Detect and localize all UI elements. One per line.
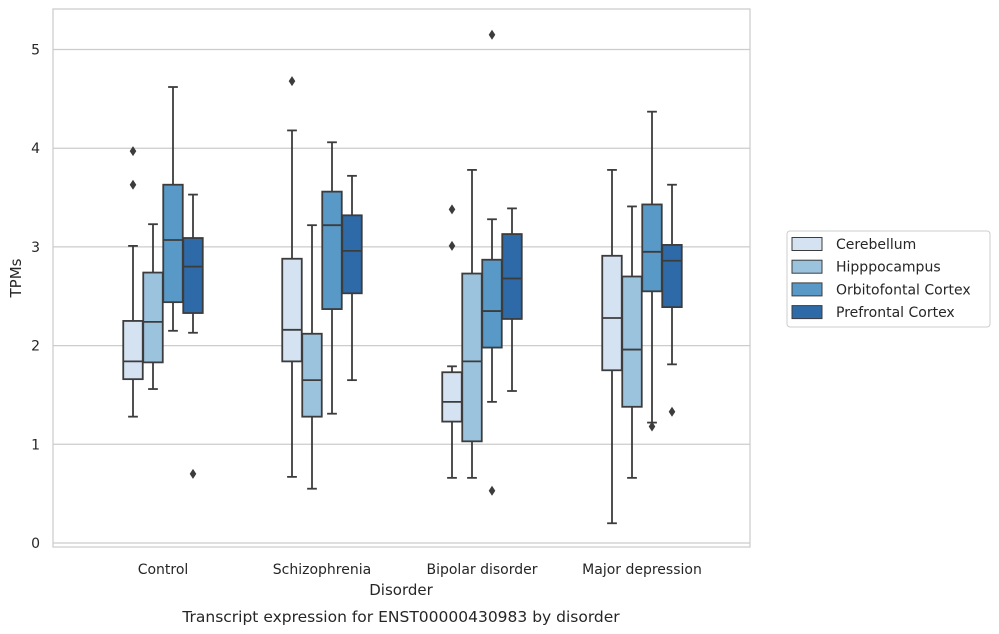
x-tick-label-1: Schizophrenia	[273, 562, 371, 578]
x-tick-labels: Control Schizophrenia Bipolar disorder Majo…	[138, 562, 702, 578]
box-body	[122, 320, 144, 381]
y-tick-labels: 0 1 2 3 4 5	[31, 43, 40, 553]
y-tick-label-3: 3	[31, 240, 40, 256]
box-body	[621, 275, 643, 408]
legend-label-1: Hipppocampus	[836, 260, 941, 276]
box-plots	[122, 29, 683, 525]
box-3-3	[661, 183, 683, 417]
box-body	[162, 183, 184, 304]
box-2-0	[441, 204, 463, 479]
chart-caption: Transcript expression for ENST0000043098…	[181, 608, 620, 626]
box-2-1	[461, 169, 483, 479]
box-0-0	[122, 146, 144, 418]
box-0-3	[182, 193, 204, 479]
box-body	[441, 371, 463, 423]
box-3-2	[641, 110, 663, 432]
legend-frame	[786, 230, 991, 328]
outlier-0	[488, 485, 496, 496]
y-tick-label-0: 0	[31, 536, 40, 552]
legend-swatch-1	[791, 259, 823, 274]
legend-swatch-3	[791, 305, 823, 320]
y-tick-label-4: 4	[31, 141, 40, 157]
legend-label-3: Prefrontal Cortex	[836, 305, 955, 321]
box-body	[661, 244, 683, 309]
y-tick-label-1: 1	[31, 437, 40, 453]
box-1-0	[281, 76, 303, 478]
box-body	[281, 257, 303, 363]
legend: Cerebellum Hipppocampus Orbitofontal Corte…	[786, 230, 991, 328]
x-tick-label-3: Major depression	[582, 562, 702, 578]
x-axis-label: Disorder	[369, 581, 433, 599]
legend-label-2: Orbitofontal Cortex	[836, 282, 971, 298]
box-1-3	[341, 174, 363, 382]
outlier-0	[668, 406, 676, 417]
box-2-2	[481, 29, 503, 496]
x-tick-label-2: Bipolar disorder	[426, 562, 537, 578]
box-0-1	[142, 223, 164, 390]
box-body	[601, 254, 623, 372]
plot-frame	[52, 8, 751, 548]
outlier-1	[488, 29, 496, 40]
outlier-0	[648, 421, 656, 432]
box-body	[341, 214, 363, 295]
outlier-0	[189, 468, 197, 479]
box-body	[142, 271, 164, 364]
box-2-3	[501, 207, 523, 392]
box-body	[641, 203, 663, 293]
legend-label-0: Cerebellum	[836, 237, 916, 253]
box-body	[501, 233, 523, 320]
box-body	[321, 190, 343, 310]
box-body	[481, 258, 503, 349]
box-body	[301, 332, 323, 418]
outlier-1	[129, 146, 137, 157]
box-body	[461, 272, 483, 443]
y-tick-label-2: 2	[31, 339, 40, 355]
box-1-1	[301, 224, 323, 490]
legend-swatch-0	[791, 237, 823, 251]
legend-swatch-2	[791, 282, 823, 297]
y-axis-label: TPMs	[7, 258, 25, 298]
y-tick-label-5: 5	[31, 43, 40, 59]
box-body	[182, 237, 204, 314]
outlier-0	[129, 179, 137, 190]
outlier-0	[288, 76, 296, 87]
x-tick-label-0: Control	[138, 562, 189, 578]
outlier-0	[448, 240, 456, 251]
box-3-1	[621, 205, 643, 479]
outlier-1	[448, 204, 456, 215]
